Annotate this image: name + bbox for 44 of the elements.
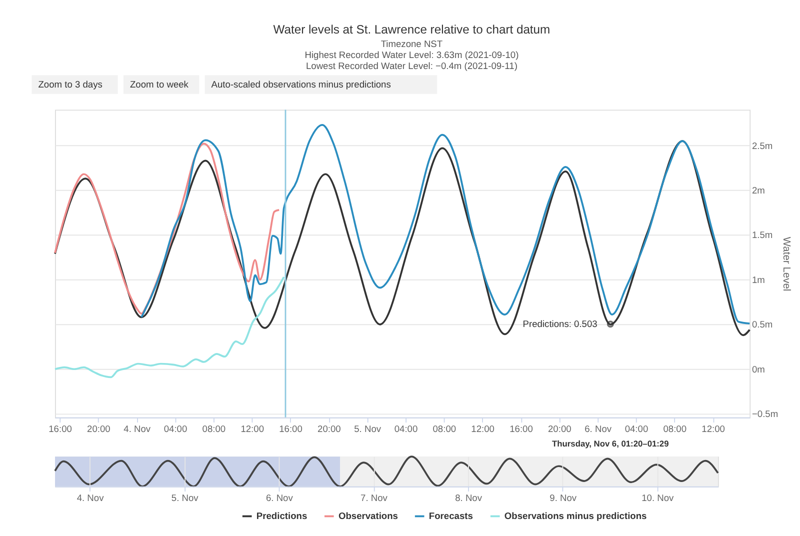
x-tick-label: 04:00: [624, 424, 648, 434]
x-tick-label: 12:00: [240, 424, 264, 434]
y-tick-label: 2.5m: [752, 140, 773, 151]
x-tick-label: 20:00: [87, 424, 110, 434]
x-tick-label: 04:00: [394, 424, 418, 434]
legend-label: Forecasts: [428, 511, 473, 522]
chart-title: Water levels at St. Lawrence relative to chart datum: [273, 22, 550, 37]
x-tick-label: 08:00: [663, 424, 687, 434]
x-tick-label: 4. Nov: [124, 424, 151, 434]
y-axis-title: Water Level: [780, 236, 792, 292]
x-tick-label: 7. Nov: [360, 492, 388, 503]
x-tick-label: 10. Nov: [642, 492, 674, 503]
x-tick-label: 5. Nov: [354, 424, 382, 434]
legend-label: Predictions: [256, 511, 308, 522]
text: Zoom to week: [130, 79, 189, 90]
text: Auto-scaled observations minus predictions: [211, 79, 392, 90]
x-tick-label: 9. Nov: [550, 492, 577, 503]
x-tick-label: 16:00: [279, 424, 302, 434]
x-tick-label: 16:00: [510, 424, 533, 434]
x-tick-label: 4. Nov: [76, 492, 104, 503]
x-tick-label: 5. Nov: [171, 492, 199, 503]
legend-label: Observations: [338, 511, 398, 522]
annotation: Predictions: 0.503: [522, 318, 598, 329]
y-tick-label: 0.5m: [752, 320, 773, 330]
x-tick-label: 08:00: [432, 424, 456, 434]
chart-subtitle: Timezone NST Highest Recorded Water Level: 3.63m (2021-09-10) Lowest Recorded Water Level: −0.4m (2021-09-11): [304, 38, 519, 72]
x-tick-label: 6. Nov: [584, 424, 612, 434]
x-tick-label: 04:00: [164, 424, 188, 434]
x-tick-label: 6. Nov: [266, 492, 294, 503]
y-tick-label: 1.5m: [752, 230, 773, 240]
x-tick-label: 08:00: [202, 424, 226, 434]
legend-label: Observations minus predictions: [504, 511, 647, 522]
x-tick-label: 8. Nov: [455, 492, 482, 503]
x-tick-label: 16:00: [48, 424, 72, 434]
text: Zoom to 3 days: [38, 79, 103, 90]
x-tick-label: 20:00: [318, 424, 341, 434]
y-tick-label: 0m: [752, 364, 766, 374]
x-tick-label: 20:00: [548, 424, 572, 434]
x-tick-label: 12:00: [702, 424, 725, 434]
y-tick-label: 2m: [752, 185, 766, 196]
y-tick-label: −0.5m: [752, 409, 778, 420]
x-tick-label: 12:00: [471, 424, 494, 434]
text: Thursday, Nov 6, 01:20–01:29: [552, 438, 670, 448]
y-tick-label: 1m: [752, 274, 766, 285]
